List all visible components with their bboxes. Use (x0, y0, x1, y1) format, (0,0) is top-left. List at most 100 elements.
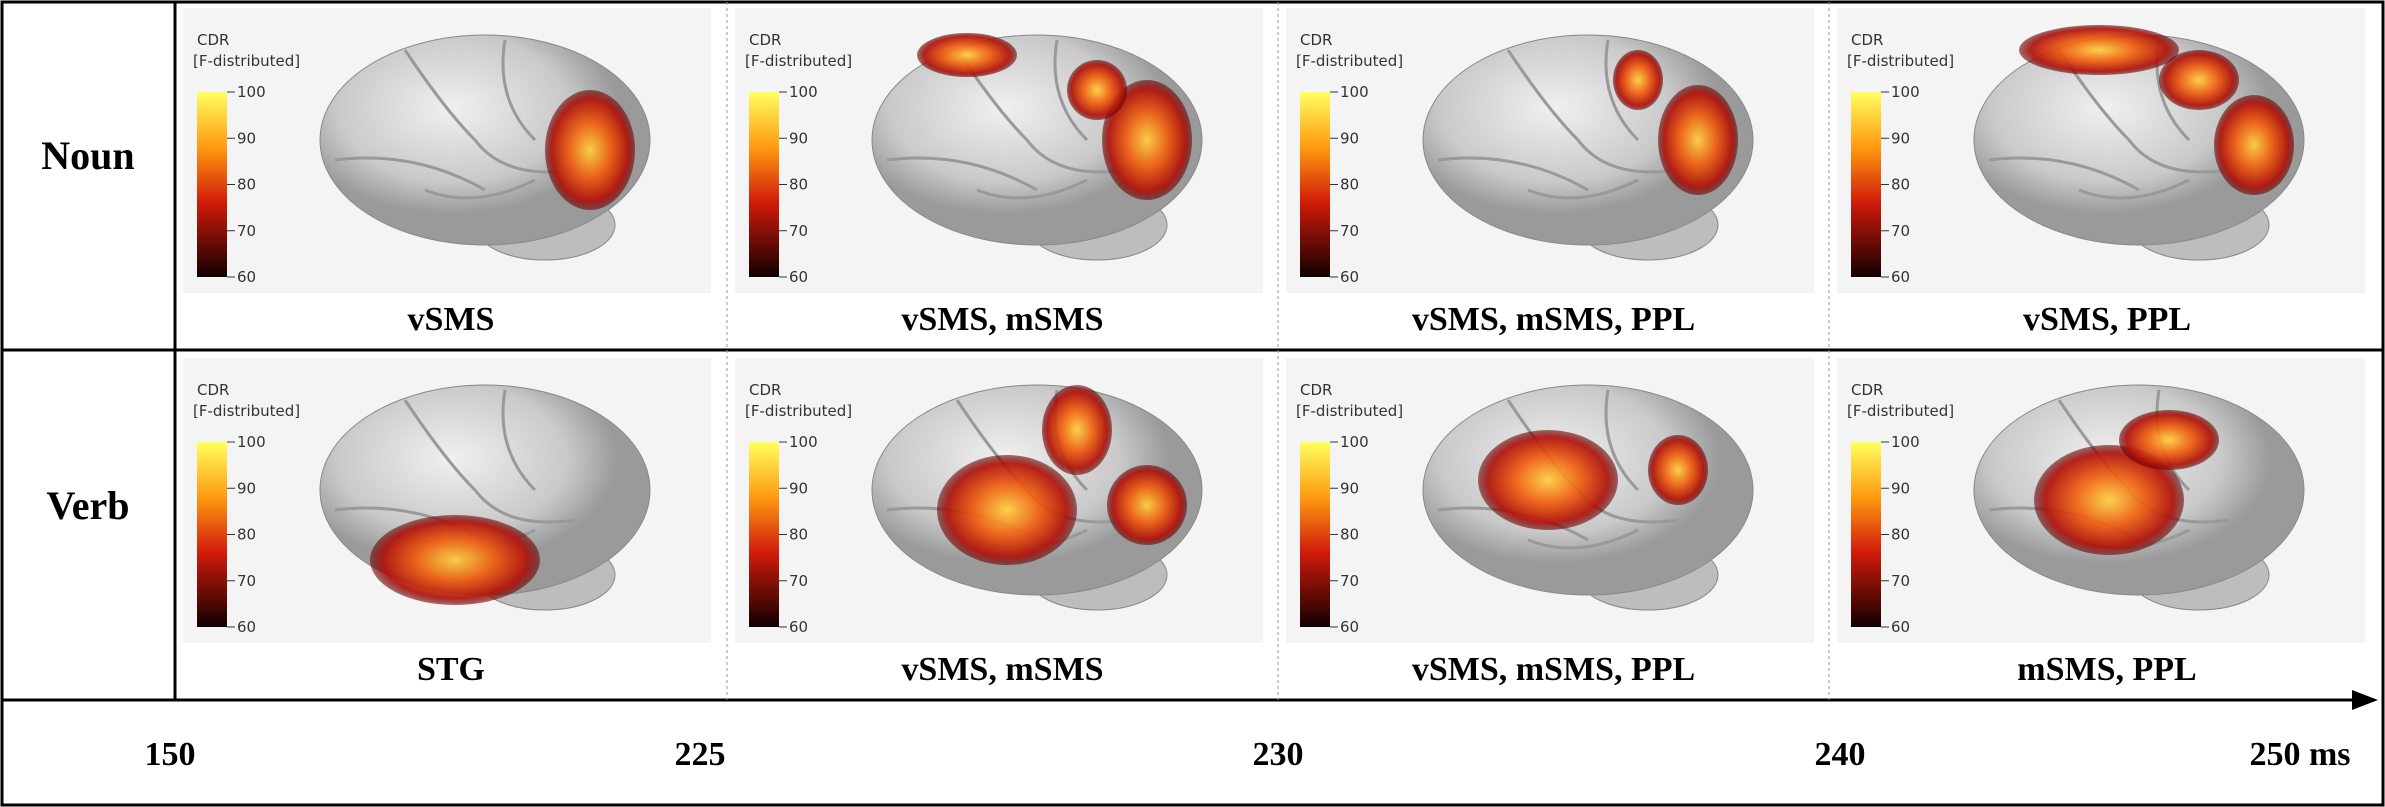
colorbar-subtitle: [F-distributed] (745, 402, 852, 420)
colorbar (749, 442, 779, 627)
panel-caption: vSMS, PPL (2023, 301, 2191, 338)
brain-panel: CDR [F-distributed] 100 90 80 70 60 (183, 8, 711, 293)
colorbar-tick-label: 100 (789, 83, 818, 101)
colorbar-tick-label: 70 (237, 572, 256, 590)
colorbar-tick-label: 70 (237, 222, 256, 240)
activation (2214, 95, 2294, 195)
colorbar-tick-label: 80 (789, 526, 808, 544)
colorbar-tick-label: 70 (1891, 572, 1910, 590)
activation (1067, 60, 1127, 120)
colorbar-tick-label: 100 (1891, 433, 1920, 451)
colorbar-tick-label: 80 (237, 176, 256, 194)
activation (545, 90, 635, 210)
colorbar-tick-label: 90 (237, 479, 256, 497)
colorbar-subtitle: [F-distributed] (1296, 52, 1403, 70)
colorbar-title: CDR (749, 381, 781, 399)
colorbar-subtitle: [F-distributed] (745, 52, 852, 70)
colorbar-title: CDR (1851, 381, 1883, 399)
colorbar (1300, 442, 1330, 627)
activation (1478, 430, 1618, 530)
brain-panel: CDR [F-distributed] 100 90 80 70 60 (735, 358, 1263, 643)
colorbar-tick-label: 60 (1891, 268, 1910, 286)
panel-caption: vSMS, mSMS, PPL (1412, 651, 1695, 688)
panel-caption: vSMS, mSMS, PPL (1412, 301, 1695, 338)
colorbar-subtitle: [F-distributed] (193, 52, 300, 70)
colorbar (197, 92, 227, 277)
panel-caption: vSMS, mSMS (901, 651, 1103, 688)
time-label: 250 ms (2249, 736, 2350, 773)
panel-caption: STG (417, 651, 485, 688)
colorbar-tick-label: 60 (789, 268, 808, 286)
colorbar-tick-label: 60 (1340, 268, 1359, 286)
activation (2119, 410, 2219, 470)
colorbar-tick-label: 100 (237, 433, 266, 451)
panel-caption: mSMS, PPL (2017, 651, 2196, 688)
colorbar-tick-label: 90 (1891, 129, 1910, 147)
brain-panel: CDR [F-distributed] 100 90 80 70 60 (1837, 358, 2365, 643)
colorbar-title: CDR (749, 31, 781, 49)
panel-caption: vSMS, mSMS (901, 301, 1103, 338)
colorbar (1851, 92, 1881, 277)
colorbar-tick-label: 100 (237, 83, 266, 101)
time-axis-arrow (2352, 690, 2378, 710)
colorbar-title: CDR (1851, 31, 1883, 49)
activation (1042, 385, 1112, 475)
colorbar-tick-label: 60 (789, 618, 808, 636)
colorbar-tick-label: 100 (1340, 83, 1369, 101)
colorbar-tick-label: 70 (1340, 572, 1359, 590)
activation (2159, 50, 2239, 110)
row-label: Verb (47, 483, 130, 528)
colorbar-tick-label: 90 (1891, 479, 1910, 497)
colorbar-subtitle: [F-distributed] (1847, 402, 1954, 420)
panel-caption: vSMS (408, 301, 495, 338)
colorbar-tick-label: 60 (237, 618, 256, 636)
colorbar-tick-label: 70 (789, 572, 808, 590)
row-label: Noun (41, 133, 134, 178)
colorbar-tick-label: 70 (1891, 222, 1910, 240)
colorbar-title: CDR (1300, 31, 1332, 49)
activation (2019, 25, 2179, 75)
activation (1658, 85, 1738, 195)
brain-panel: CDR [F-distributed] 100 90 80 70 60 (1286, 8, 1814, 293)
time-label: 150 (145, 736, 196, 773)
time-label: 230 (1253, 736, 1304, 773)
colorbar-tick-label: 70 (1340, 222, 1359, 240)
colorbar-tick-label: 60 (237, 268, 256, 286)
activation (1613, 50, 1663, 110)
colorbar-title: CDR (1300, 381, 1332, 399)
colorbar (197, 442, 227, 627)
colorbar-tick-label: 90 (789, 129, 808, 147)
colorbar-subtitle: [F-distributed] (1296, 402, 1403, 420)
colorbar-tick-label: 70 (789, 222, 808, 240)
figure: Noun CDR [F-distributed] 100 90 80 70 60 vSMS CDR… (0, 0, 2385, 807)
colorbar-tick-label: 60 (1340, 618, 1359, 636)
colorbar-title: CDR (197, 31, 229, 49)
colorbar-tick-label: 80 (789, 176, 808, 194)
colorbar-tick-label: 80 (1891, 176, 1910, 194)
colorbar (749, 92, 779, 277)
colorbar-tick-label: 80 (237, 526, 256, 544)
colorbar-tick-label: 80 (1340, 526, 1359, 544)
colorbar-tick-label: 90 (237, 129, 256, 147)
activation (1107, 465, 1187, 545)
activation (1648, 435, 1708, 505)
colorbar-tick-label: 80 (1340, 176, 1359, 194)
colorbar-tick-label: 100 (789, 433, 818, 451)
colorbar (1851, 442, 1881, 627)
activation (370, 515, 540, 605)
colorbar-subtitle: [F-distributed] (193, 402, 300, 420)
time-label: 240 (1815, 736, 1866, 773)
activation (917, 33, 1017, 77)
colorbar-tick-label: 90 (1340, 479, 1359, 497)
colorbar-tick-label: 90 (789, 479, 808, 497)
brain-panel: CDR[F-distributed]10090807060 (1286, 358, 1814, 643)
colorbar-title: CDR (197, 381, 229, 399)
brain-panel: CDR [F-distributed] 100 90 80 70 60 (183, 358, 711, 643)
colorbar-tick-label: 60 (1891, 618, 1910, 636)
time-label: 225 (675, 736, 726, 773)
colorbar-tick-label: 80 (1891, 526, 1910, 544)
colorbar-tick-label: 90 (1340, 129, 1359, 147)
colorbar-subtitle: [F-distributed] (1847, 52, 1954, 70)
brain-panel: CDR [F-distributed] 100 90 80 70 60 (735, 8, 1263, 293)
